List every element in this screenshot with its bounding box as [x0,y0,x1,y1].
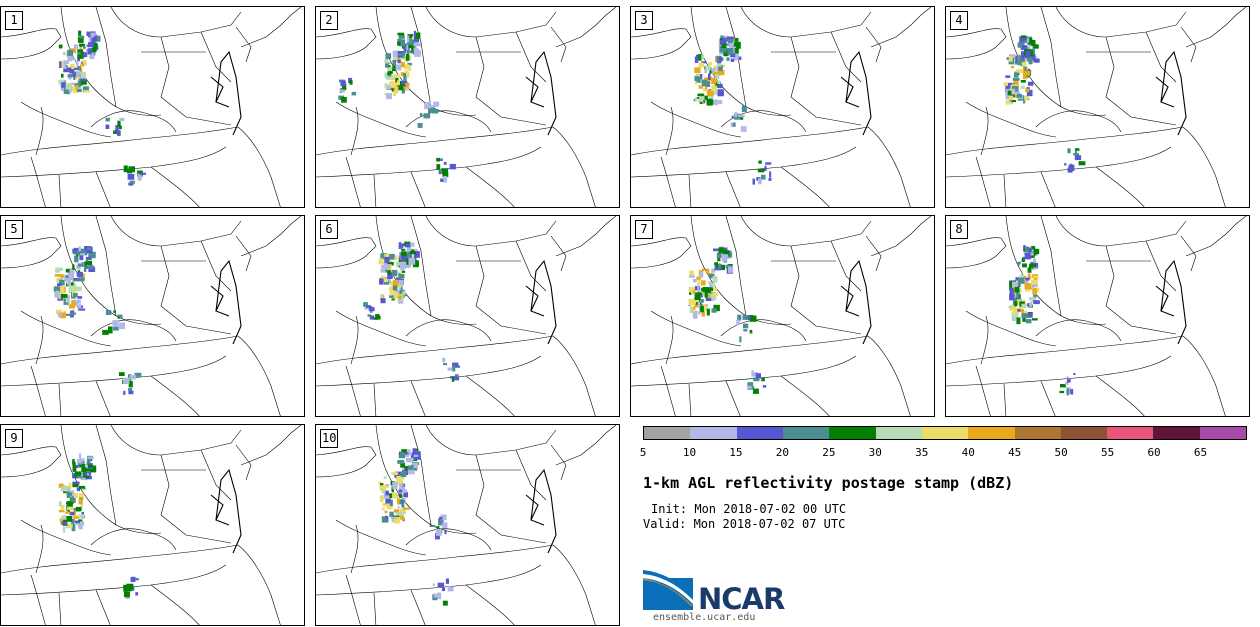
ensemble-member-panel: 8 [945,215,1250,417]
colorbar-swatch [690,427,737,439]
reflectivity-map [316,7,617,207]
reflectivity-map [1,216,302,416]
reflectivity-map [631,7,932,207]
colorbar-tick-label: 20 [775,446,789,459]
ncar-logo-text: NCAR [698,582,785,616]
member-number: 7 [635,220,653,239]
ensemble-member-panel: 10 [315,424,620,626]
colorbar-tick-label: 35 [915,446,929,459]
colorbar-ticks: 5 10 15 20 25 30 35 40 45 50 55 60 65 [639,446,1247,460]
colorbar-tick-label: 65 [1193,446,1208,459]
colorbar-tick-label: 30 [868,446,882,459]
init-time: Init: Mon 2018-07-02 00 UTC [651,502,847,516]
member-number: 3 [635,11,653,30]
colorbar-swatch [1107,427,1154,439]
member-number: 6 [320,220,338,239]
member-number: 5 [5,220,23,239]
colorbar-swatch [829,427,876,439]
ensemble-member-panel: 6 [315,215,620,417]
reflectivity-map [1,425,302,625]
colorbar-tick-label: 25 [822,446,836,459]
member-number: 8 [950,220,968,239]
ensemble-member-panel: 2 [315,6,620,208]
colorbar-swatch [644,427,691,439]
ensemble-member-panel: 4 [945,6,1250,208]
colorbar-tick-label: 5 [639,446,647,459]
member-number: 1 [5,11,23,30]
figure-title: 1-km AGL reflectivity postage stamp (dBZ… [643,474,1014,492]
reflectivity-map [946,216,1247,416]
reflectivity-map [946,7,1247,207]
ensemble-member-panel: 3 [630,6,935,208]
ensemble-member-panel: 5 [0,215,305,417]
logo-url: ensemble.ucar.edu [653,612,756,623]
colorbar-swatch [1014,427,1061,439]
colorbar-swatch [875,427,922,439]
reflectivity-map [316,216,617,416]
valid-time: Valid: Mon 2018-07-02 07 UTC [643,517,846,531]
ensemble-member-panel: 1 [0,6,305,208]
colorbar-swatch [1153,427,1200,439]
reflectivity-colorbar [643,426,1247,440]
ncar-logo-icon [643,570,693,610]
ensemble-member-panel: 9 [0,424,305,626]
reflectivity-map [1,7,302,207]
colorbar-tick-label: 50 [1054,446,1068,459]
colorbar-swatch [1060,427,1108,439]
colorbar-tick-label: 60 [1147,446,1161,459]
member-number: 4 [950,11,968,30]
ensemble-member-panel: 7 [630,215,935,417]
member-number: 2 [320,11,338,30]
member-number: 9 [5,429,23,448]
colorbar-swatch [782,427,830,439]
reflectivity-map [631,216,932,416]
colorbar-swatch [736,427,783,439]
colorbar-tick-label: 45 [1008,446,1022,459]
colorbar-swatch [921,427,969,439]
colorbar-swatch [968,427,1015,439]
colorbar-tick-label: 40 [961,446,975,459]
member-number: 10 [320,429,338,448]
colorbar-tick-label: 15 [729,446,743,459]
colorbar-tick-label: 55 [1100,446,1115,459]
colorbar-swatch [1199,427,1247,439]
colorbar-tick-label: 10 [682,446,697,459]
reflectivity-map [316,425,617,625]
